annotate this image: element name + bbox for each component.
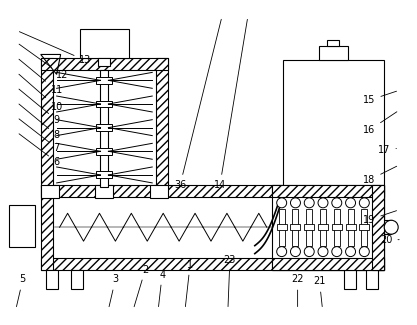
Bar — [279, 209, 285, 246]
Text: 16: 16 — [363, 112, 397, 135]
Circle shape — [359, 198, 369, 208]
Text: 23: 23 — [224, 254, 236, 306]
Bar — [359, 224, 369, 230]
Circle shape — [318, 247, 328, 257]
Text: 20: 20 — [380, 235, 399, 245]
Bar — [95, 185, 113, 198]
Text: 4: 4 — [158, 269, 165, 306]
Text: 9: 9 — [19, 89, 60, 125]
Text: 6: 6 — [19, 134, 60, 167]
Bar — [96, 172, 113, 178]
Bar — [344, 269, 357, 290]
Circle shape — [346, 247, 356, 257]
Bar — [41, 185, 53, 269]
Circle shape — [346, 198, 356, 208]
Bar — [150, 185, 168, 198]
Circle shape — [277, 247, 286, 257]
Text: 8: 8 — [19, 104, 60, 140]
Bar — [334, 209, 340, 246]
Text: 12: 12 — [19, 44, 69, 80]
Bar — [272, 258, 384, 269]
Circle shape — [277, 198, 286, 208]
Bar — [96, 124, 113, 131]
Text: 22: 22 — [291, 275, 304, 306]
Bar — [53, 71, 156, 187]
Bar — [41, 185, 59, 198]
Bar — [327, 40, 339, 46]
Text: 19: 19 — [363, 211, 397, 225]
Text: 21: 21 — [313, 277, 326, 306]
Text: 1: 1 — [186, 260, 193, 306]
Bar — [98, 58, 111, 66]
Bar — [283, 60, 384, 185]
Bar — [272, 185, 384, 269]
Bar — [362, 209, 367, 246]
Text: 14: 14 — [214, 20, 247, 190]
Text: 13: 13 — [19, 32, 92, 65]
Bar — [41, 185, 384, 197]
Circle shape — [291, 247, 300, 257]
Circle shape — [304, 198, 314, 208]
Circle shape — [332, 198, 342, 208]
Circle shape — [359, 247, 369, 257]
Text: 36: 36 — [174, 19, 221, 190]
Circle shape — [332, 247, 342, 257]
Bar — [346, 224, 356, 230]
Bar — [304, 224, 314, 230]
Bar — [372, 185, 384, 269]
Bar — [292, 209, 299, 246]
Bar — [348, 209, 354, 246]
Bar — [96, 77, 113, 84]
Bar — [318, 224, 328, 230]
Bar — [277, 224, 286, 230]
Text: 3: 3 — [109, 275, 118, 307]
Bar — [70, 269, 83, 290]
Bar — [41, 58, 53, 187]
Circle shape — [318, 198, 328, 208]
Text: 10: 10 — [19, 74, 63, 112]
Text: 11: 11 — [19, 59, 63, 95]
Text: 2: 2 — [134, 265, 148, 307]
Bar — [100, 71, 108, 187]
Bar — [80, 29, 129, 58]
Bar — [306, 209, 312, 246]
Bar — [41, 58, 168, 71]
Bar — [332, 224, 342, 230]
Circle shape — [384, 220, 398, 234]
Text: 18: 18 — [363, 166, 397, 185]
Bar — [96, 100, 113, 108]
Bar — [41, 258, 384, 269]
Text: 5: 5 — [16, 275, 26, 307]
Bar — [46, 269, 58, 290]
Bar — [53, 197, 372, 258]
Bar — [272, 185, 384, 197]
Circle shape — [291, 198, 300, 208]
Text: 7: 7 — [19, 119, 60, 153]
Text: 17: 17 — [378, 145, 397, 155]
Bar — [320, 209, 326, 246]
Bar — [291, 224, 300, 230]
Bar — [9, 205, 35, 247]
Bar — [372, 185, 384, 269]
Bar — [96, 148, 113, 155]
Bar — [366, 269, 378, 290]
Text: 15: 15 — [363, 91, 397, 105]
Bar — [156, 58, 168, 187]
Circle shape — [304, 247, 314, 257]
Bar — [319, 46, 348, 60]
